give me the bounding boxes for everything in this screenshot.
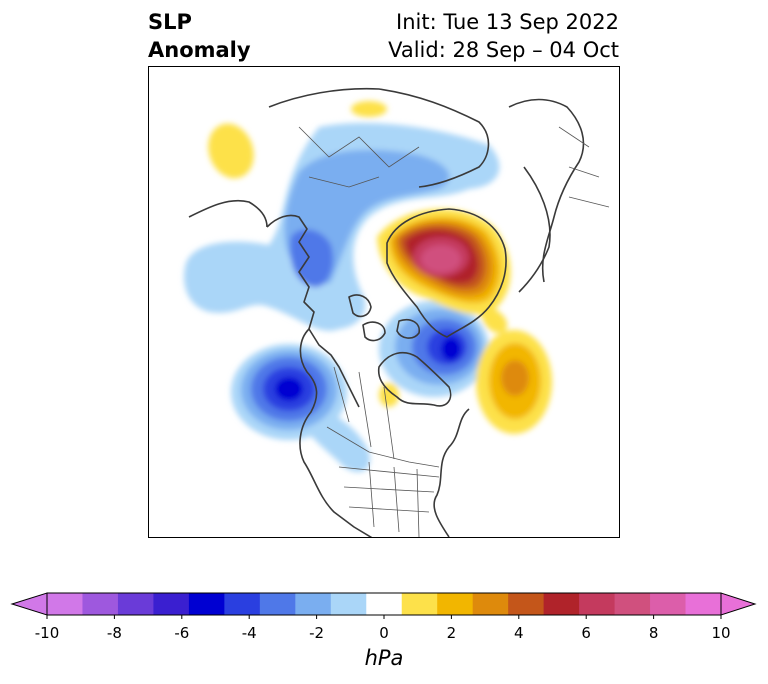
anomaly-fills xyxy=(184,101,552,472)
colorbar-swatch xyxy=(437,593,474,615)
scandinavia-coast xyxy=(518,166,551,293)
colorbar-tick-label: -10 xyxy=(34,624,60,642)
colorbar-swatch xyxy=(188,593,225,615)
us-canada-border xyxy=(326,426,440,468)
colorbar-extend-max xyxy=(720,592,757,616)
colorbar-units: hPa xyxy=(364,646,404,670)
colorbar-swatch xyxy=(259,593,296,615)
coastlines xyxy=(188,87,585,537)
colorbar-swatch xyxy=(543,593,580,615)
political-boundaries xyxy=(298,126,610,537)
colorbar-tick-label: 0 xyxy=(379,624,389,642)
colorbar-tick-label: 8 xyxy=(648,624,659,642)
colorbar-tick-label: -8 xyxy=(106,624,122,642)
colorbar-swatch xyxy=(614,593,651,615)
gulf-low-core xyxy=(275,377,303,401)
title-left: SLP Anomaly xyxy=(148,8,251,64)
north-america-east-coast xyxy=(433,408,470,537)
init-date: Init: Tue 13 Sep 2022 xyxy=(396,10,619,34)
pacific-high-blob xyxy=(208,123,254,179)
colorbar-swatch xyxy=(401,593,438,615)
colorbar-swatch xyxy=(330,593,367,615)
europe-coast xyxy=(508,98,585,283)
title-right: Init: Tue 13 Sep 2022 Valid: 28 Sep – 04… xyxy=(388,8,619,64)
colorbar-swatch xyxy=(153,593,190,615)
canada-provinces xyxy=(333,366,395,460)
colorbar-tick-label: 2 xyxy=(446,624,457,642)
colorbar-swatch xyxy=(295,593,332,615)
greenland-coast xyxy=(386,208,507,338)
colorbar-swatch xyxy=(117,593,154,615)
variable-type: Anomaly xyxy=(148,38,251,62)
europe-borders xyxy=(558,126,610,208)
variable-name: SLP xyxy=(148,10,192,34)
colorbar-swatch xyxy=(47,593,83,615)
slp-anomaly-map xyxy=(184,87,610,537)
colorbar-extend-min xyxy=(10,592,48,616)
atlantic-high-core xyxy=(501,360,529,396)
colorbar-tick-label: -6 xyxy=(174,624,190,642)
colorbar-tick-label: 4 xyxy=(514,624,524,642)
colorbar-tick-label: 10 xyxy=(711,624,731,642)
colorbar-tick-label: -4 xyxy=(241,624,257,642)
alaska-coast xyxy=(266,214,360,408)
colorbar-tick-label: -2 xyxy=(309,624,325,642)
hudson-bay-coast xyxy=(377,351,452,407)
colorbar-swatch xyxy=(508,593,545,615)
valid-date: Valid: 28 Sep – 04 Oct xyxy=(388,38,619,62)
us-states xyxy=(338,461,440,537)
russia-regions xyxy=(298,126,420,188)
colorbar-tick-label: 6 xyxy=(581,624,591,642)
colorbar-swatch xyxy=(579,593,616,615)
colorbar-swatch xyxy=(685,593,722,615)
labrador-high-blob xyxy=(379,383,399,407)
colorbar-swatch xyxy=(472,593,509,615)
colorbar-swatch xyxy=(366,593,403,615)
siberia-coast xyxy=(268,87,490,188)
arctic-islands xyxy=(348,294,421,342)
colorbar-swatch xyxy=(650,593,687,615)
colorbar xyxy=(10,592,757,619)
arctic-high-blob xyxy=(351,101,387,117)
greenland-high-core xyxy=(421,245,461,273)
map-frame xyxy=(148,66,620,538)
asia-east-coast xyxy=(188,199,268,228)
colorbar-swatch xyxy=(82,593,119,615)
north-america-west-coast xyxy=(299,328,373,537)
hudson-low-core xyxy=(441,337,461,361)
colorbar-swatch xyxy=(224,593,261,615)
